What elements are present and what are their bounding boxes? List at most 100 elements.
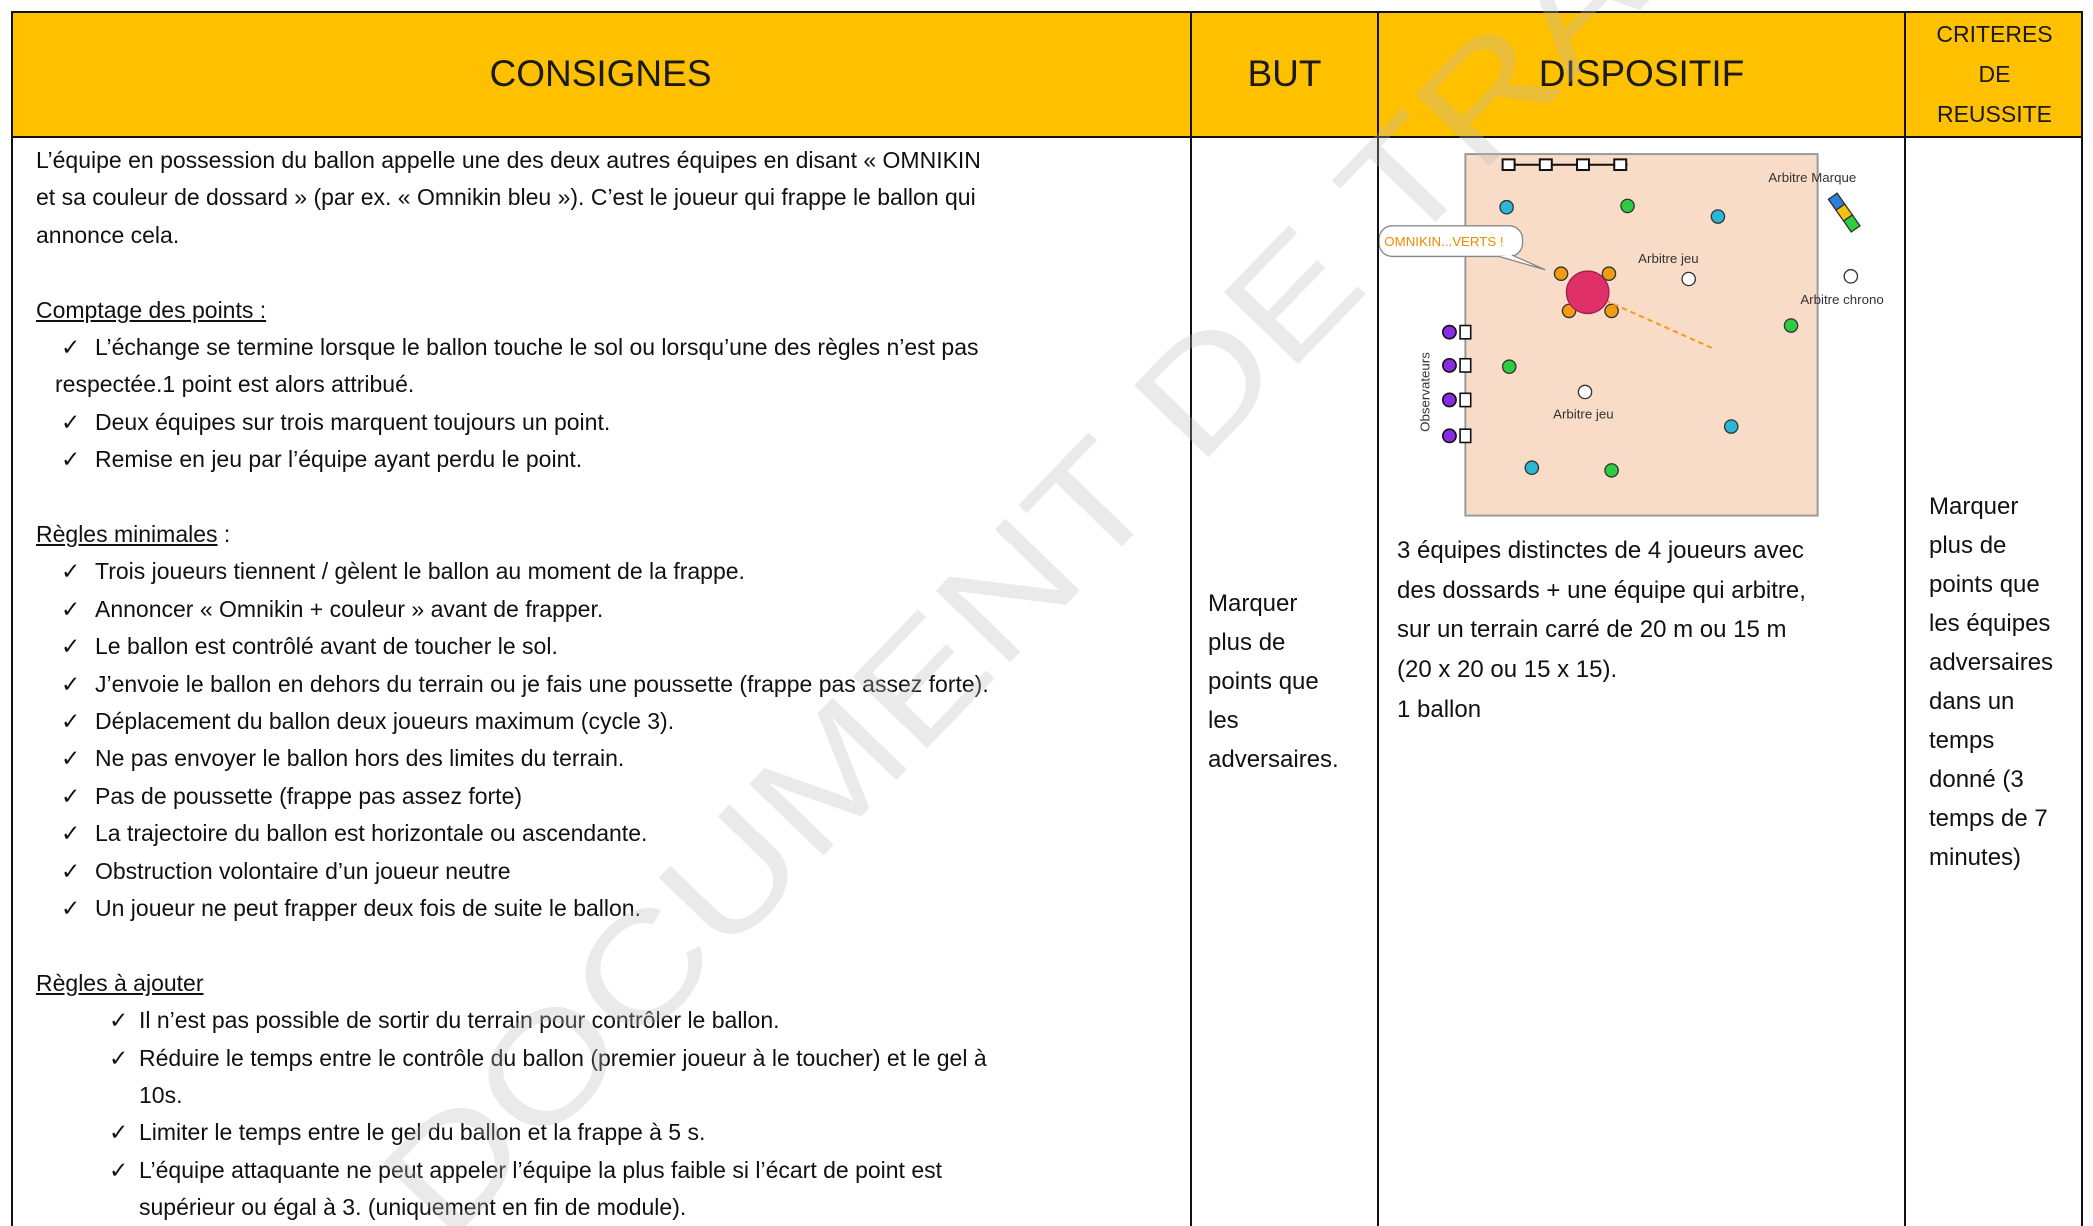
item-text: Ne pas envoyer le ballon hors des limite… [95, 745, 625, 772]
checkmark: ✓ [61, 745, 81, 772]
item-text: respectée.1 point est alors attribué. [55, 371, 415, 398]
item-text: Réduire le temps entre le contrôle du ba… [139, 1044, 987, 1071]
observers [1441, 324, 1472, 444]
criteres-line: plus de [1929, 531, 2007, 559]
bubble-tail [1498, 254, 1546, 271]
checkmark: ✓ [61, 820, 81, 847]
intro-line: L’équipe en possession du ballon appelle… [36, 142, 981, 179]
header-text: DE [1978, 61, 2011, 87]
diagram: OMNIKIN...VERTS ! Arbitre Marque Arbitre… [1379, 153, 1884, 517]
dispositif-line: sur un terrain carré de 20 m ou 15 m [1397, 616, 1787, 644]
item-line: 10s. [139, 1077, 182, 1114]
checkmark: ✓ [61, 633, 81, 660]
criteres-line: minutes) [1929, 843, 2022, 871]
criteres-line: temps [1929, 726, 1995, 754]
bullet: ✓ [61, 666, 80, 703]
checkmark: ✓ [109, 1044, 129, 1071]
dispositif-line: 3 équipes distinctes de 4 joueurs avec [1397, 537, 1804, 564]
item-text: Obstruction volontaire d’un joueur neutr… [95, 857, 511, 884]
item-line: Remise en jeu par l’équipe ayant perdu l… [95, 441, 582, 478]
checkmark: ✓ [61, 558, 81, 585]
bullet: ✓ [61, 591, 80, 628]
item-text: L’échange se termine lorsque le ballon t… [95, 334, 979, 360]
checkmark: ✓ [61, 670, 81, 697]
header-cell: CONSIGNES [11, 11, 1192, 137]
bullet: ✓ [109, 1114, 128, 1151]
consignes-cell: L’équipe en possession du ballon appelle… [11, 137, 1192, 1226]
diagram-label: Arbitre jeu [1553, 407, 1614, 422]
intro-line: et sa couleur de dossard » (par ex. « Om… [36, 179, 976, 216]
players [1499, 198, 1799, 478]
checkmark: ✓ [61, 782, 81, 809]
item-line: Pas de poussette (frappe pas assez forte… [95, 778, 522, 815]
item-text: Deux équipes sur trois marquent toujours… [95, 408, 611, 435]
section-title-text: Règles à ajouter [36, 969, 204, 996]
section-title: Règles minimales : [36, 516, 230, 553]
header-text: CONSIGNES [489, 53, 712, 94]
item-text: Limiter le temps entre le gel du ballon … [139, 1119, 706, 1146]
dispositif-line: (20 x 20 ou 15 x 15). [1397, 656, 1618, 684]
speech-bubble [1379, 225, 1524, 258]
item-line: La trajectoire du ballon est horizontale… [95, 815, 647, 852]
item-text: Trois joueurs tiennent / gèlent le ballo… [95, 558, 745, 585]
checkmark: ✓ [61, 857, 81, 884]
checkmark: ✓ [61, 408, 81, 435]
but-line: les [1208, 707, 1239, 734]
text: et sa couleur de dossard » (par ex. « Om… [36, 184, 976, 211]
item-text: Remise en jeu par l’équipe ayant perdu l… [95, 446, 583, 473]
bullet: ✓ [61, 404, 80, 441]
item-line: Déplacement du ballon deux joueurs maxim… [95, 703, 674, 740]
item-line: Deux équipes sur trois marquent toujours… [95, 404, 610, 441]
item-text: L’équipe attaquante ne peut appeler l’éq… [139, 1156, 943, 1183]
referees [1577, 192, 1861, 400]
but-line: Marquer [1208, 590, 1298, 617]
section-title-suffix: : [217, 521, 231, 547]
item-text: La trajectoire du ballon est horizontale… [95, 820, 648, 847]
section-title-text: Comptage des points : [36, 296, 267, 323]
bullet: ✓ [109, 1040, 128, 1077]
text: annonce cela. [36, 221, 180, 248]
item-line: L’échange se termine lorsque le ballon t… [95, 329, 979, 366]
bubble-text: OMNIKIN...VERTS ! [1384, 234, 1503, 249]
ball [1565, 270, 1610, 315]
header-cell: DISPOSITIF [1379, 11, 1906, 137]
criteres-cell: Marquer plus de points que les équipes adver… [1906, 137, 2083, 1226]
diagram-label: Observateurs [1418, 352, 1433, 432]
criteres-line: donné (3 [1929, 765, 2024, 793]
bullet: ✓ [61, 740, 80, 777]
text: L’équipe en possession du ballon appelle… [36, 147, 981, 173]
item-text: supérieur ou égal à 3. (uniquement en fi… [139, 1194, 687, 1221]
checkmark: ✓ [109, 1007, 129, 1034]
bullet: ✓ [61, 778, 80, 815]
bullet: ✓ [61, 553, 80, 590]
item-text: Déplacement du ballon deux joueurs maxim… [95, 708, 675, 734]
item-line: Annoncer « Omnikin + couleur » avant de … [95, 591, 603, 628]
checkmark: ✓ [109, 1156, 129, 1183]
criteres-line: les équipes [1929, 609, 2051, 637]
item-line: Trois joueurs tiennent / gèlent le ballo… [95, 553, 745, 590]
item-line: L’équipe attaquante ne peut appeler l’éq… [139, 1152, 942, 1189]
referee-bench [1501, 158, 1628, 172]
section-title-text: Règles minimales [36, 521, 218, 547]
header-cell: BUT [1192, 11, 1379, 137]
item-line: J’envoie le ballon en dehors du terrain … [95, 666, 989, 703]
checkmark: ✓ [61, 334, 81, 360]
item-line: supérieur ou égal à 3. (uniquement en fi… [139, 1189, 686, 1226]
item-text: 10s. [139, 1082, 183, 1108]
checkmark: ✓ [61, 895, 81, 921]
section-title: Règles à ajouter [36, 965, 204, 1002]
criteres-line: temps de 7 [1929, 804, 2048, 832]
bullet: ✓ [61, 329, 80, 366]
item-line: Obstruction volontaire d’un joueur neutr… [95, 853, 511, 890]
item-line: respectée.1 point est alors attribué. [55, 366, 414, 403]
bullet: ✓ [109, 1002, 128, 1039]
section-title: Comptage des points : [36, 292, 266, 329]
item-text: Annoncer « Omnikin + couleur » avant de … [95, 595, 604, 622]
diagram-label: Arbitre Marque [1768, 170, 1856, 185]
dispositif-cell: OMNIKIN...VERTS ! Arbitre Marque Arbitre… [1379, 137, 1906, 1226]
criteres-line: adversaires [1929, 648, 2054, 676]
header-text: REUSSITE [1936, 101, 2053, 127]
dispositif-line: des dossards + une équipe qui arbitre, [1397, 576, 1806, 604]
bullet: ✓ [61, 890, 80, 927]
intro-line: annonce cela. [36, 217, 179, 254]
